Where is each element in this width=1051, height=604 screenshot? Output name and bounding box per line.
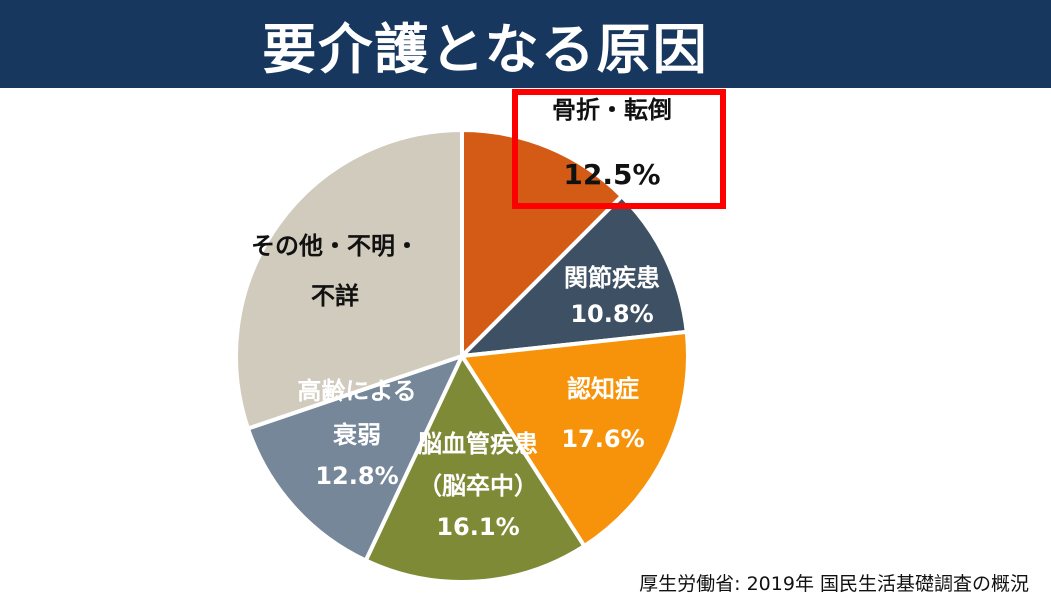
slice-name-label: その他・不明・ [251,232,419,260]
slice-name-label: 認知症 [567,375,639,403]
slice-value-label: 12.8% [315,462,398,490]
slice-name-label: 骨折・転倒 [552,96,672,124]
slice-name-label: 不詳 [311,282,359,310]
slice-other [234,128,464,431]
pie-slices [234,128,690,584]
slice-name-label: （脳卒中） [418,472,538,500]
slice-value-label: 16.1% [436,513,519,541]
slice-value-label: 10.8% [570,300,653,328]
slice-value-label: 17.6% [561,425,644,453]
slice-dementia [460,329,690,549]
slice-frailty [245,354,464,563]
page-title: 要介護となる原因 [262,17,709,81]
title-bar: 要介護となる原因 [0,0,1051,88]
slice-name-label: 脳血管疾患 [418,430,538,458]
slice-fracture-fall [460,128,624,358]
highlight-box [512,89,726,209]
slice-name-label: 高齢による [297,377,416,405]
slice-name-label: 関節疾患 [564,264,660,292]
slice-labels: 骨折・転倒 12.5% 関節疾患 10.8% 認知症 17.6% 脳血管疾患 （脳卒中） 16.… [251,96,672,541]
slice-cerebrovascular [363,354,587,584]
slice-value-label: 12.5% [563,158,660,191]
source-caption: 厚生労働省: 2019年 国民生活基礎調査の概況 [639,573,1029,595]
slice-name-label: 衰弱 [332,421,381,449]
